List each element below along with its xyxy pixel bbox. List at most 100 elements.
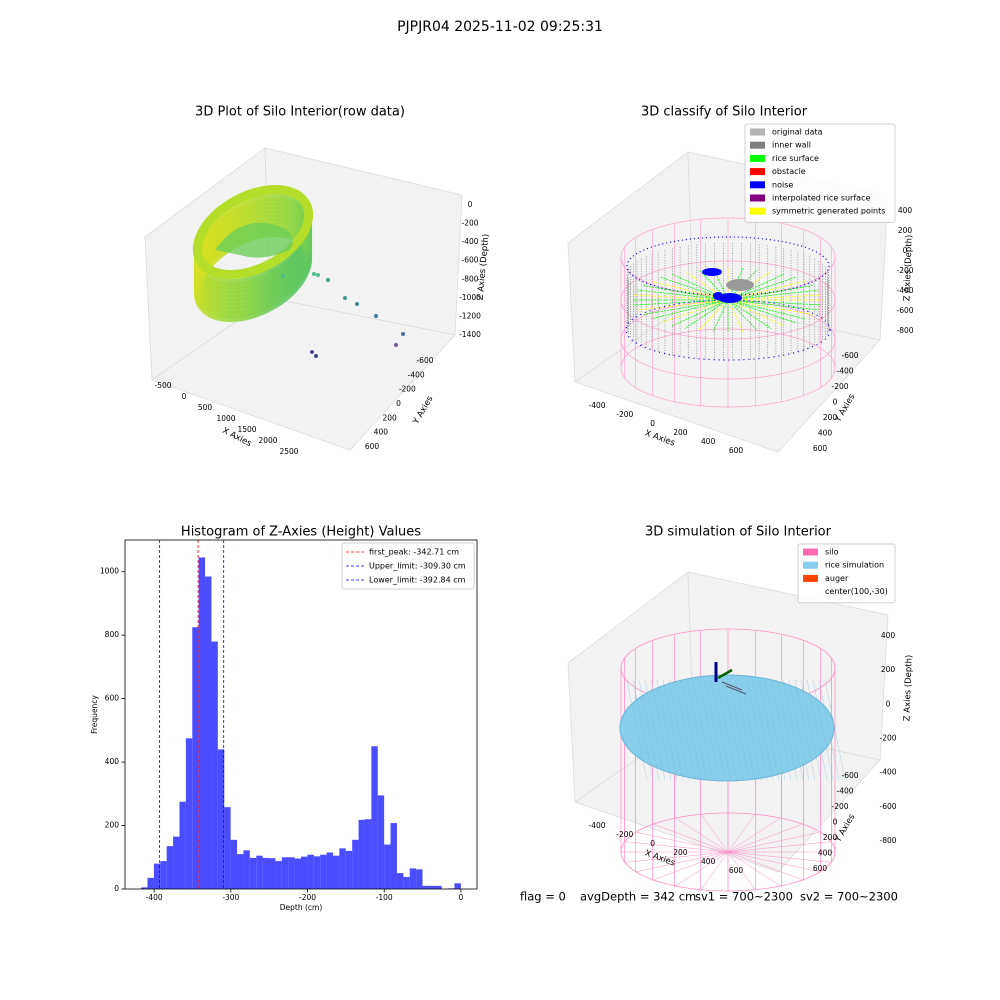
z-tick-label: -800	[461, 274, 478, 283]
x-tick-label: -400	[588, 821, 605, 830]
rice-mesh	[824, 679, 846, 781]
noise-ring	[625, 299, 831, 361]
x-tick-label: 0	[650, 839, 655, 848]
surface-points	[727, 299, 758, 331]
x-tick-label: -200	[616, 830, 633, 839]
rice-mesh	[668, 679, 690, 781]
histogram-bar	[192, 627, 199, 889]
y-tick-label: 600	[813, 444, 828, 453]
z-tick-label: -200	[896, 266, 913, 275]
rice-surface	[619, 674, 835, 782]
surface-points	[634, 299, 729, 306]
legend-swatch	[750, 181, 765, 189]
z-tick-label: -600	[896, 306, 913, 315]
histogram-bar	[269, 858, 276, 889]
histogram-bar	[358, 819, 365, 889]
histogram-bar	[428, 885, 436, 889]
histogram-bar	[217, 749, 225, 889]
z-tick-label: -200	[461, 219, 478, 228]
legend-swatch	[750, 168, 765, 176]
axis-pane	[151, 297, 456, 451]
y-tick-label: 200	[823, 833, 838, 842]
x-tick-label: 1500	[237, 425, 256, 434]
histogram-bar	[237, 854, 244, 889]
histogram-bar	[332, 855, 340, 889]
y-tick-label: -200	[831, 382, 848, 391]
outlier-point	[355, 302, 359, 306]
histogram-bar	[256, 855, 263, 889]
rice-mesh	[734, 679, 756, 781]
histogram-bar	[377, 795, 385, 889]
x-tick-label: -400	[588, 401, 605, 410]
histogram-bar	[198, 557, 206, 889]
y-tick-label: 600	[813, 864, 828, 873]
histogram-bar	[301, 856, 308, 889]
y-tick-label: 400	[374, 428, 389, 437]
surface-points	[727, 299, 813, 315]
z-tick-label: 200	[881, 665, 896, 674]
x-tick-label: 500	[198, 403, 213, 412]
x-tick-label: 200	[673, 848, 688, 857]
rice-mesh	[662, 679, 684, 781]
silo-floor-wire	[700, 813, 729, 853]
legend-label: original data	[772, 128, 823, 137]
silo-ring	[620, 812, 836, 892]
histogram-bar	[275, 861, 282, 889]
z-tick-label: -200	[879, 734, 896, 743]
outlier-point	[316, 273, 320, 277]
rice-mesh	[626, 679, 648, 781]
surface-points	[684, 271, 729, 301]
silo-floor-wire	[700, 851, 729, 891]
y-tick-label: -400	[836, 367, 853, 376]
outlier-point	[401, 332, 405, 336]
x-tick-label: -500	[154, 381, 171, 390]
x-tick-label: 0	[459, 893, 464, 902]
silo-floor-wire	[727, 851, 821, 873]
status-text: sv1 = 700~2300	[695, 890, 793, 904]
histogram-bar	[345, 850, 353, 889]
surface-points	[727, 289, 819, 301]
histogram-bar	[396, 873, 404, 889]
z-tick-label: -800	[879, 836, 896, 845]
y-tick-label: 200	[823, 413, 838, 422]
y-tick-label: 200	[383, 413, 398, 422]
z-tick-label: -1200	[459, 311, 481, 320]
x-tick-label: 400	[701, 437, 716, 446]
classified-cloud	[620, 217, 836, 408]
rice-mesh	[674, 679, 696, 781]
chart-title: 3D simulation of Silo Interior	[645, 525, 832, 540]
surface-points	[671, 299, 729, 327]
x-tick-label: -300	[222, 893, 239, 902]
chart-title: Histogram of Z-Axies (Height) Values	[181, 525, 421, 540]
silo-floor-wire	[727, 851, 832, 863]
x-tick-label: 1000	[216, 414, 235, 423]
point-cloud	[192, 185, 405, 358]
y-tick-label: 800	[105, 630, 120, 639]
rice-mesh	[812, 679, 834, 781]
y-tick-label: 200	[105, 821, 120, 830]
surface-points	[634, 294, 729, 301]
legend-swatch	[803, 548, 818, 556]
surface-points	[727, 299, 819, 311]
rice-mesh	[710, 679, 732, 781]
legend-label: center(100,-30)	[825, 587, 888, 596]
histogram-bar	[409, 868, 417, 889]
histogram-bar	[364, 819, 372, 889]
surface-points	[637, 289, 729, 301]
legend-label: symmetric generated points	[772, 207, 885, 216]
outlier-point	[374, 314, 378, 318]
y-tick-label: 400	[105, 757, 120, 766]
silo-floor-wire	[652, 823, 729, 853]
z-tick-label: 0	[886, 699, 891, 708]
histogram-bar	[205, 576, 212, 889]
noise-cluster	[713, 292, 723, 300]
histogram-bar	[147, 877, 154, 889]
rice-mesh	[776, 679, 798, 781]
silo-floor-wire	[674, 817, 729, 853]
legend-box	[341, 542, 475, 590]
silo-floor-wire	[727, 831, 821, 853]
grey-core	[726, 279, 754, 291]
silo-floor-wire	[635, 831, 729, 853]
x-tick-label: 400	[701, 857, 716, 866]
legend-label: Lower_limit: -392.84 cm	[369, 576, 466, 585]
